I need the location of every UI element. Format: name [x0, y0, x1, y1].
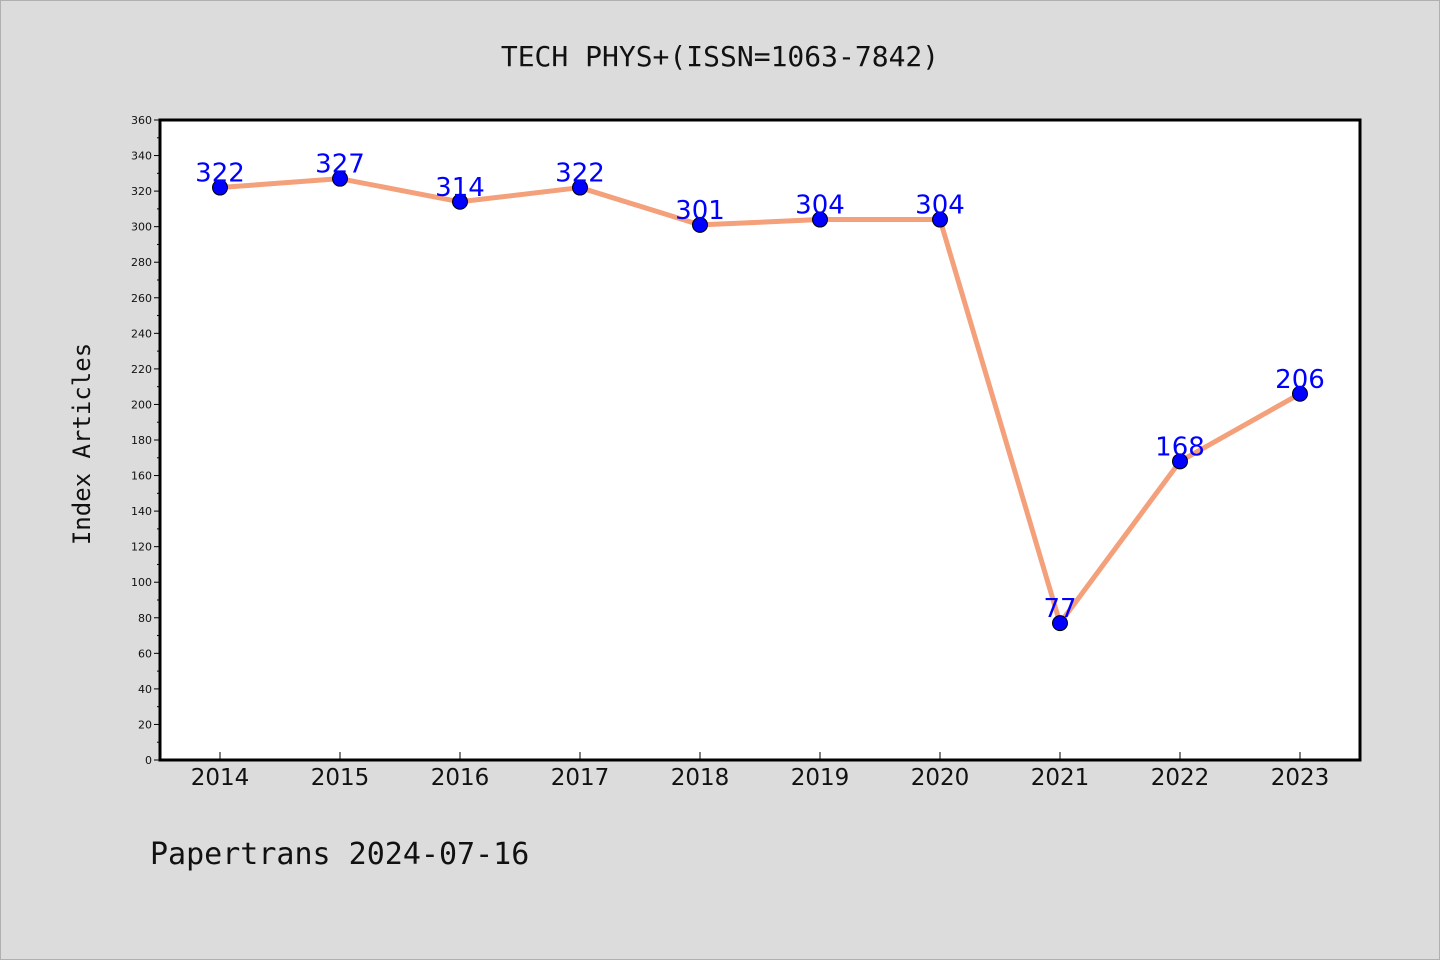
y-axis: 0 20 40 60 80 100 120 140 160 180 200 220 240 260 280 3…	[131, 114, 160, 767]
x-tick-label: 2022	[1151, 765, 1210, 791]
y-tick-label: 340	[131, 150, 152, 163]
data-label: 327	[315, 150, 365, 180]
x-tick-label: 2020	[911, 765, 970, 791]
data-point	[1292, 385, 1308, 402]
y-axis-label: Index Articles	[68, 343, 96, 545]
data-point	[1172, 453, 1188, 470]
x-axis: 2014 2015 2016 2017 2018 2019 2020 2021 2022 2023	[191, 752, 1330, 791]
y-tick-label: 280	[131, 256, 152, 269]
chart-title: TECH PHYS+(ISSN=1063-7842)	[501, 40, 939, 73]
x-tick-label: 2018	[671, 765, 730, 791]
data-point	[452, 193, 468, 210]
data-label: 322	[555, 159, 605, 189]
y-tick-label: 160	[131, 470, 152, 483]
data-point	[1052, 615, 1068, 632]
x-tick-label: 2014	[191, 765, 250, 791]
plot-frame	[158, 118, 1362, 762]
data-point	[932, 211, 948, 228]
x-tick-label: 2015	[311, 765, 370, 791]
data-label: 314	[435, 173, 485, 203]
data-label: 168	[1155, 432, 1205, 462]
data-label: 301	[675, 196, 725, 226]
y-tick-label: 0	[145, 754, 152, 767]
y-tick-label: 20	[138, 718, 152, 731]
plot-area	[160, 120, 1360, 760]
y-tick-label: 60	[138, 647, 152, 660]
y-tick-label: 180	[131, 434, 152, 447]
data-point	[812, 211, 828, 228]
x-tick-label: 2019	[791, 765, 850, 791]
x-tick-label: 2023	[1271, 765, 1330, 791]
y-tick-label: 40	[138, 683, 152, 696]
y-tick-label: 120	[131, 541, 152, 554]
y-tick-label: 80	[138, 612, 152, 625]
y-tick-label: 320	[131, 185, 152, 198]
data-point	[332, 170, 348, 187]
y-tick-label: 240	[131, 327, 152, 340]
data-label: 304	[915, 191, 965, 221]
y-tick-label: 140	[131, 505, 152, 518]
y-tick-label: 100	[131, 576, 152, 589]
data-point	[572, 179, 588, 196]
data-label-layer: 322 327 314 322 301 304 304 77 168 206	[195, 150, 1325, 624]
data-label: 77	[1043, 594, 1076, 624]
series-line	[217, 176, 1303, 626]
y-tick-label: 260	[131, 292, 152, 305]
y-tick-label: 300	[131, 221, 152, 234]
data-label: 322	[195, 159, 245, 189]
y-tick-label: 200	[131, 398, 152, 411]
series-layer	[212, 170, 1308, 632]
x-tick-label: 2016	[431, 765, 490, 791]
data-label: 304	[795, 191, 845, 221]
data-point	[692, 216, 708, 233]
y-tick-label: 220	[131, 363, 152, 376]
data-label: 206	[1275, 365, 1325, 395]
x-tick-label: 2021	[1031, 765, 1090, 791]
footer-stamp: Papertrans 2024-07-16	[150, 837, 529, 872]
x-tick-label: 2017	[551, 765, 610, 791]
data-point	[212, 179, 228, 196]
y-tick-label: 360	[131, 114, 152, 127]
